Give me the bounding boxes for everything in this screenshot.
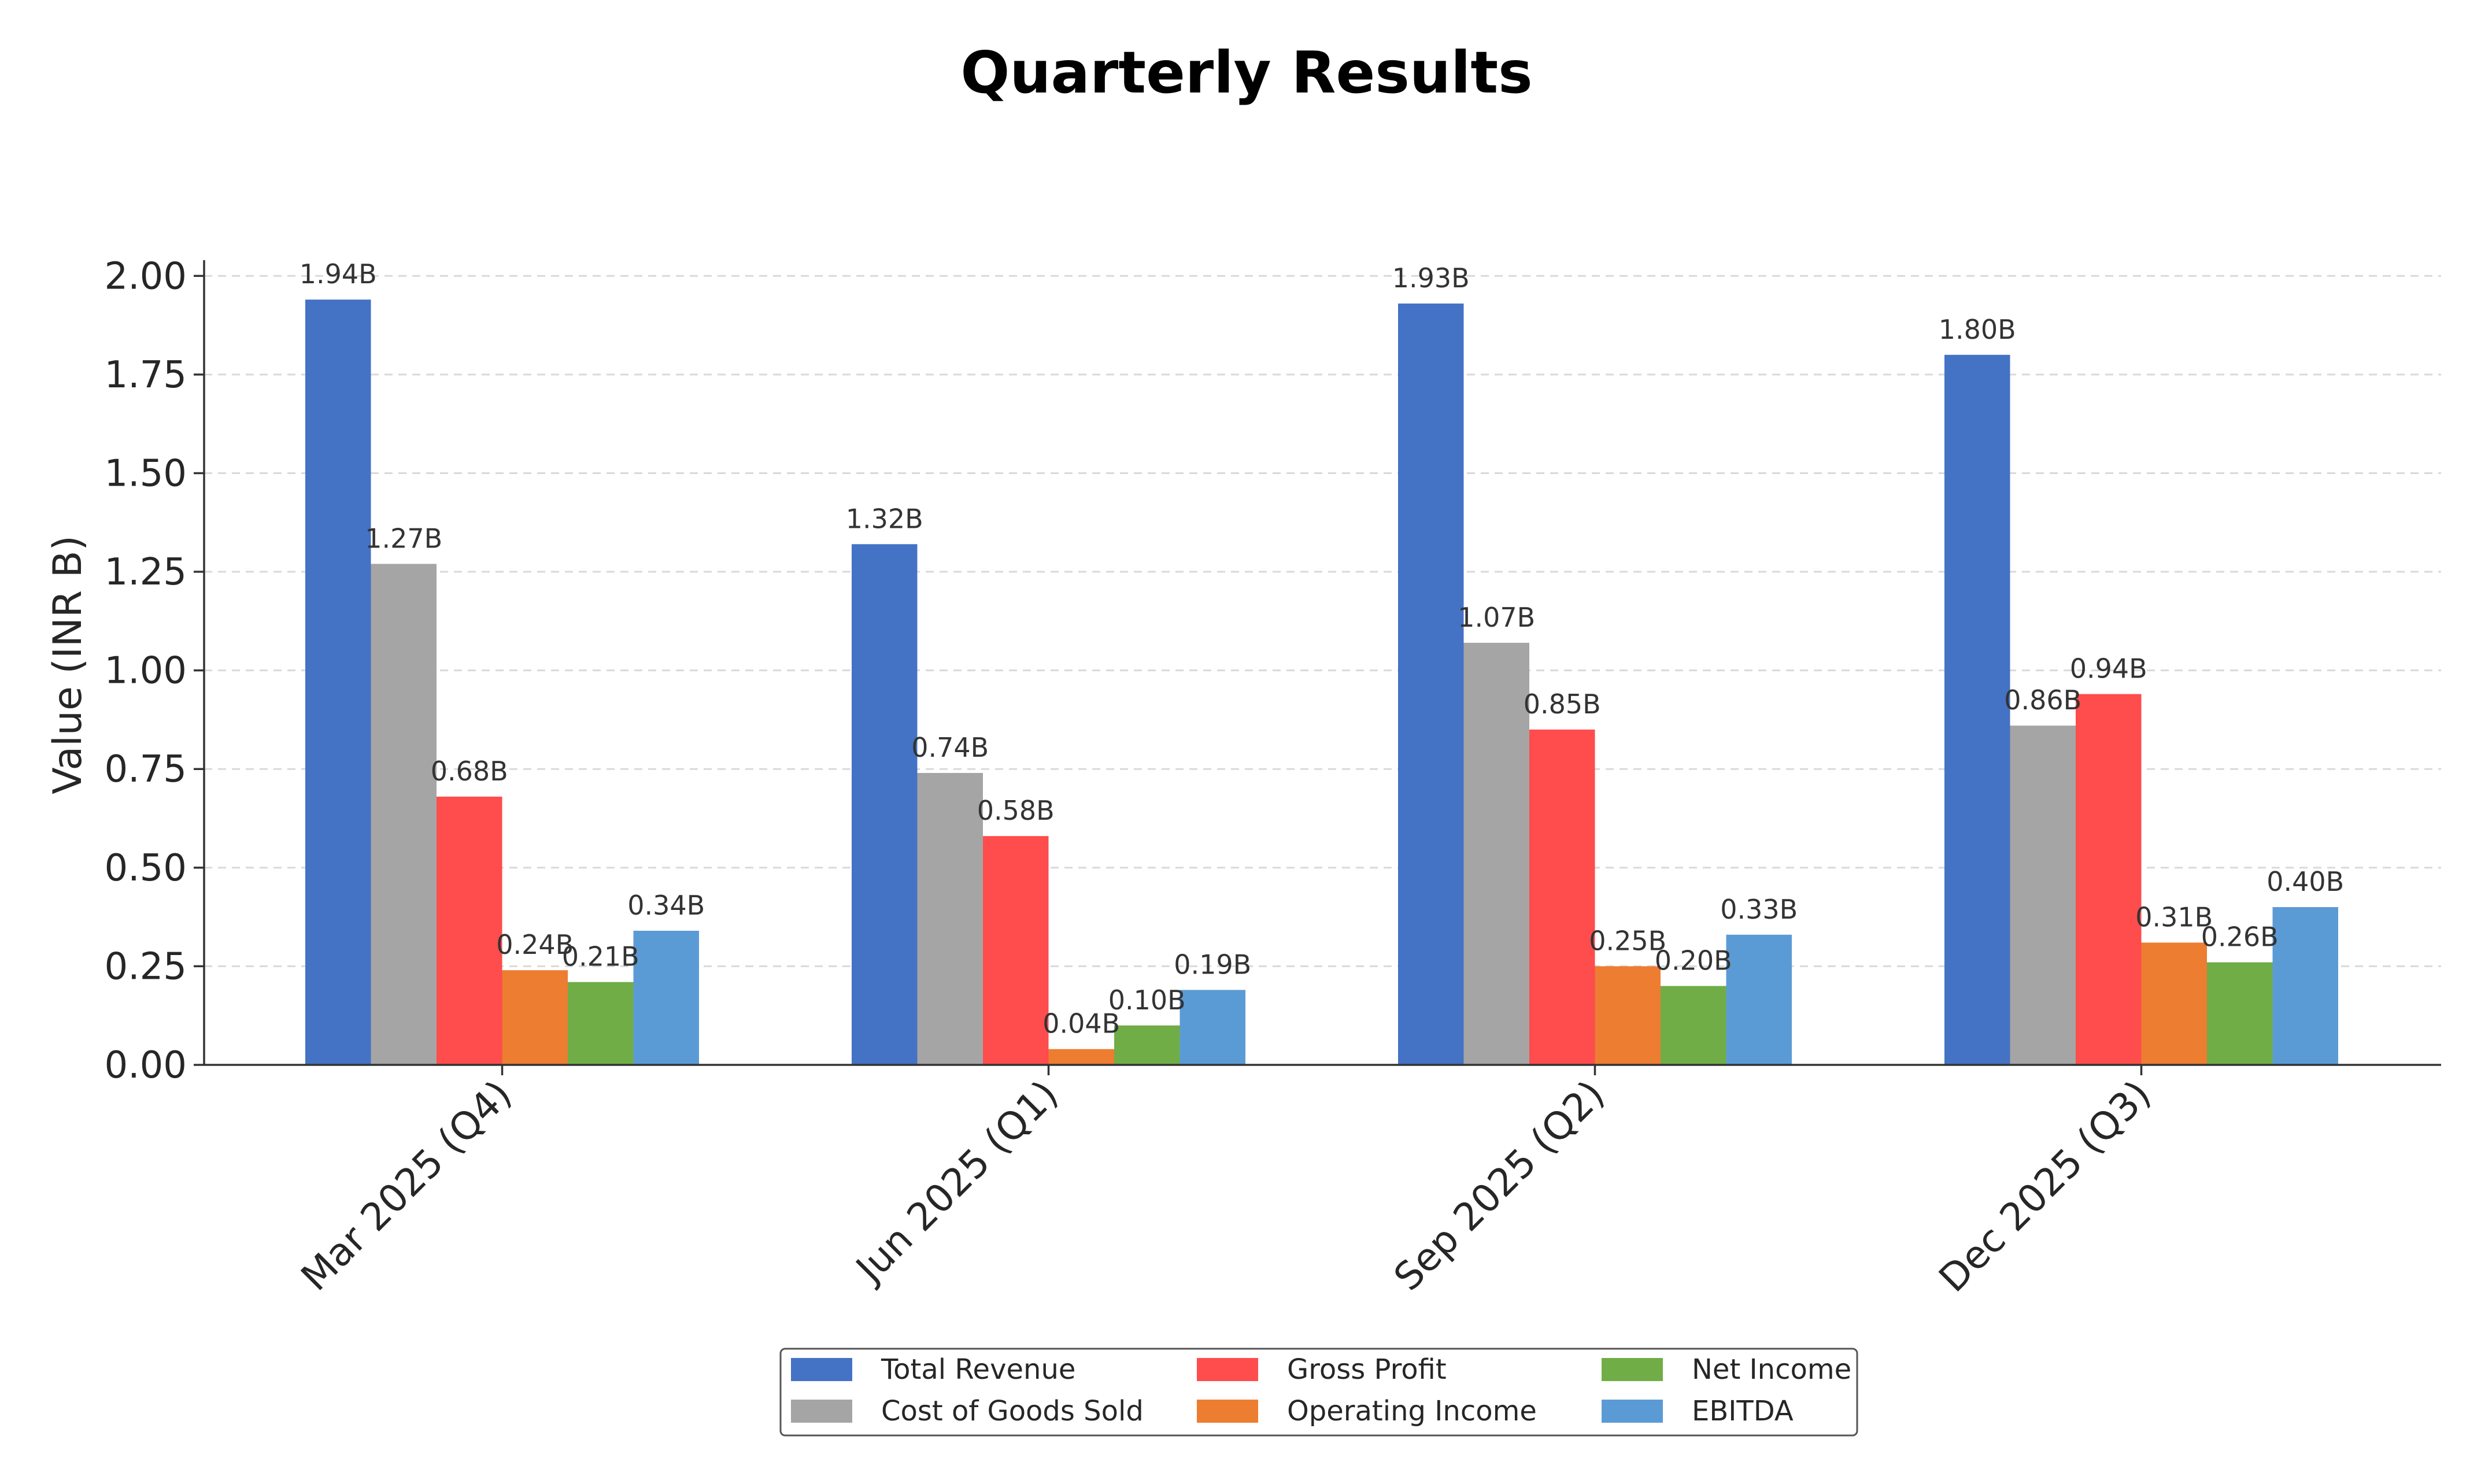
x-tick-label: Sep 2025 (Q2)	[1385, 1072, 1613, 1300]
bar-value-label: 1.32B	[846, 503, 923, 534]
y-tick-label: 0.75	[105, 748, 187, 791]
bar	[2207, 962, 2273, 1065]
bar	[983, 836, 1049, 1065]
bar	[1661, 986, 1726, 1065]
bar	[371, 564, 437, 1065]
x-tick-label: Dec 2025 (Q3)	[1931, 1072, 2160, 1301]
bar-value-label: 0.24B	[496, 929, 574, 960]
chart-title: Quarterly Results	[960, 39, 1532, 106]
x-tick-label: Jun 2025 (Q1)	[846, 1072, 1066, 1292]
axes-layer	[203, 260, 2441, 1066]
bar-value-label: 0.04B	[1042, 1008, 1120, 1039]
x-tick-label: Mar 2025 (Q4)	[293, 1072, 520, 1300]
y-tick-label: 0.25	[105, 945, 187, 988]
bar-value-label: 1.93B	[1392, 262, 1470, 294]
legend-label: Operating Income	[1287, 1395, 1537, 1427]
bar	[917, 773, 983, 1065]
legend-label: EBITDA	[1692, 1395, 1794, 1427]
bar	[1529, 730, 1595, 1065]
bar-value-label: 0.40B	[2266, 866, 2344, 897]
bar	[1944, 354, 2010, 1065]
bar	[852, 544, 918, 1065]
x-ticks-layer: Mar 2025 (Q4) Jun 2025 (Q1) Sep 2025 (Q2) D…	[293, 1065, 2160, 1301]
bar	[1048, 1049, 1114, 1065]
legend-label: Gross Profit	[1287, 1353, 1447, 1386]
bar-value-label: 0.34B	[627, 890, 705, 921]
y-tick-label: 0.50	[105, 847, 187, 890]
bar	[1114, 1025, 1180, 1065]
legend-swatch	[1197, 1358, 1258, 1381]
bar-value-label: 0.21B	[562, 941, 639, 972]
legend-label: Cost of Goods Sold	[881, 1395, 1144, 1427]
bar-value-label: 0.31B	[2135, 901, 2213, 932]
bar-value-label: 0.86B	[2004, 684, 2081, 716]
y-tick-label: 2.00	[105, 255, 187, 298]
bar-value-label: 1.80B	[1939, 314, 2016, 345]
y-tick-label: 1.50	[105, 452, 187, 495]
legend-swatch	[1197, 1400, 1258, 1423]
bar	[305, 299, 371, 1065]
bar	[502, 970, 568, 1065]
bar-value-label: 0.68B	[431, 756, 508, 787]
legend-label: Total Revenue	[881, 1353, 1075, 1386]
bar-value-label: 0.85B	[1524, 689, 1601, 720]
y-tick-label: 0.00	[105, 1044, 187, 1087]
legend-swatch	[1602, 1400, 1663, 1423]
y-tick-label: 1.25	[105, 551, 187, 594]
legend-swatch	[791, 1358, 852, 1381]
bar-value-label: 1.94B	[300, 258, 377, 290]
y-ticks-layer: 0.00 0.25 0.50 0.75 1.00 1.25 1.50 1.75 2.00	[105, 255, 204, 1087]
bar	[2141, 942, 2207, 1065]
bar	[1463, 642, 1529, 1065]
bar	[568, 982, 634, 1065]
legend: Total Revenue Cost of Goods Sold Gross Pro…	[779, 1348, 1858, 1437]
bar-value-label: 0.10B	[1108, 985, 1186, 1016]
y-tick-label: 1.75	[105, 354, 187, 397]
y-axis-label: Value (INR B)	[45, 535, 91, 794]
bar-value-label: 0.33B	[1720, 894, 1798, 925]
bar-value-label: 0.25B	[1589, 925, 1666, 956]
bar-value-label: 0.19B	[1174, 949, 1251, 980]
bar-labels-layer: 1.94B 1.32B 1.93B 1.80B 1.27B 0.74B 1.07B 0.86B…	[300, 258, 2344, 1039]
bar	[2272, 907, 2338, 1065]
bar-value-label: 0.74B	[911, 732, 989, 763]
bar	[437, 797, 502, 1065]
bar	[633, 931, 699, 1065]
bar	[1726, 934, 1792, 1065]
bar	[2010, 726, 2076, 1065]
legend-label: Net Income	[1692, 1353, 1851, 1386]
bar	[1180, 990, 1245, 1065]
bar-value-label: 0.26B	[2201, 922, 2279, 953]
bar-value-label: 1.07B	[1458, 602, 1535, 633]
bar-value-label: 0.58B	[977, 795, 1055, 826]
bar-value-label: 0.20B	[1655, 945, 1732, 976]
legend-box	[779, 1348, 1858, 1437]
legend-swatch	[791, 1400, 852, 1423]
bar	[1398, 304, 1464, 1065]
y-tick-label: 1.00	[105, 650, 187, 693]
legend-swatch	[1602, 1358, 1663, 1381]
bar-value-label: 1.27B	[365, 523, 442, 554]
bar	[1595, 966, 1661, 1065]
bar-value-label: 0.94B	[2070, 653, 2147, 684]
bars-layer	[305, 299, 2338, 1065]
bar	[2076, 694, 2142, 1065]
